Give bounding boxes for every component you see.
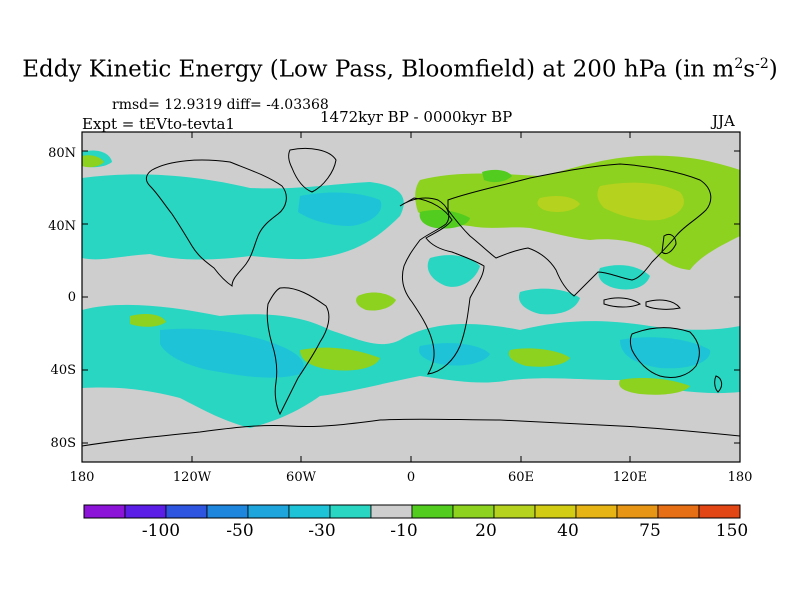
colorbar-label: -50 xyxy=(226,521,254,541)
field-layer xyxy=(82,132,740,462)
experiment-label: Expt = tEVto-tevta1 xyxy=(82,115,235,133)
colorbar-swatch xyxy=(452,504,495,519)
lon-label-120e: 120E xyxy=(612,470,648,485)
lon-label-0: 0 xyxy=(406,470,416,485)
colorbar-label: 20 xyxy=(475,521,497,541)
tick-marks xyxy=(81,132,741,462)
colorbar-swatch xyxy=(370,504,413,519)
negative-mid-regions xyxy=(160,192,711,378)
colorbar-swatch xyxy=(616,504,659,519)
colorbar-swatch xyxy=(206,504,249,519)
colorbar-label: 150 xyxy=(715,521,749,541)
colorbar-swatch xyxy=(83,504,126,519)
colorbar-label: -100 xyxy=(141,521,181,541)
lat-label-80s: 80S xyxy=(50,436,76,451)
colorbar-swatch xyxy=(698,504,741,519)
colorbar-swatch xyxy=(493,504,536,519)
positive-weak-regions xyxy=(82,155,740,395)
colorbar xyxy=(83,504,741,519)
positive-strong-regions xyxy=(419,169,512,229)
coastlines xyxy=(82,147,740,447)
stats-line: rmsd= 12.9319 diff= -4.03368 xyxy=(112,97,329,113)
colorbar-label: 75 xyxy=(639,521,661,541)
title-sup2: -2 xyxy=(755,56,769,72)
colorbar-swatch xyxy=(247,504,290,519)
title-end: ) xyxy=(768,56,778,83)
lon-label-180e: 180 xyxy=(727,470,753,485)
lat-label-40s: 40S xyxy=(50,363,76,378)
colorbar-frame xyxy=(83,504,741,519)
lat-label-80n: 80N xyxy=(48,146,76,161)
colorbar-label: 40 xyxy=(557,521,579,541)
map-title: Eddy Kinetic Energy (Low Pass, Bloomfiel… xyxy=(0,56,800,83)
period-label: 1472kyr BP - 0000kyr BP xyxy=(320,108,513,126)
lon-label-60e: 60E xyxy=(507,470,535,485)
lat-label-40n: 40N xyxy=(48,219,76,234)
lon-label-120w: 120W xyxy=(172,470,212,485)
colorbar-swatch xyxy=(124,504,167,519)
lon-label-180w: 180 xyxy=(69,470,95,485)
colorbar-swatch xyxy=(657,504,700,519)
lat-label-eq: 0 xyxy=(67,290,76,305)
colorbar-swatch xyxy=(329,504,372,519)
season-label: JJA xyxy=(712,112,735,130)
colorbar-label: -30 xyxy=(308,521,336,541)
colorbar-swatch xyxy=(165,504,208,519)
colorbar-label: -10 xyxy=(390,521,418,541)
colorbar-swatch xyxy=(288,504,331,519)
colorbar-swatch xyxy=(534,504,577,519)
title-units: s xyxy=(743,56,756,83)
colorbar-swatch xyxy=(575,504,618,519)
title-text: Eddy Kinetic Energy (Low Pass, Bloomfiel… xyxy=(22,56,735,83)
colorbar-swatch xyxy=(411,504,454,519)
lon-label-60w: 60W xyxy=(286,470,316,485)
title-sup1: 2 xyxy=(734,56,744,72)
positive-mid-regions xyxy=(537,182,684,221)
